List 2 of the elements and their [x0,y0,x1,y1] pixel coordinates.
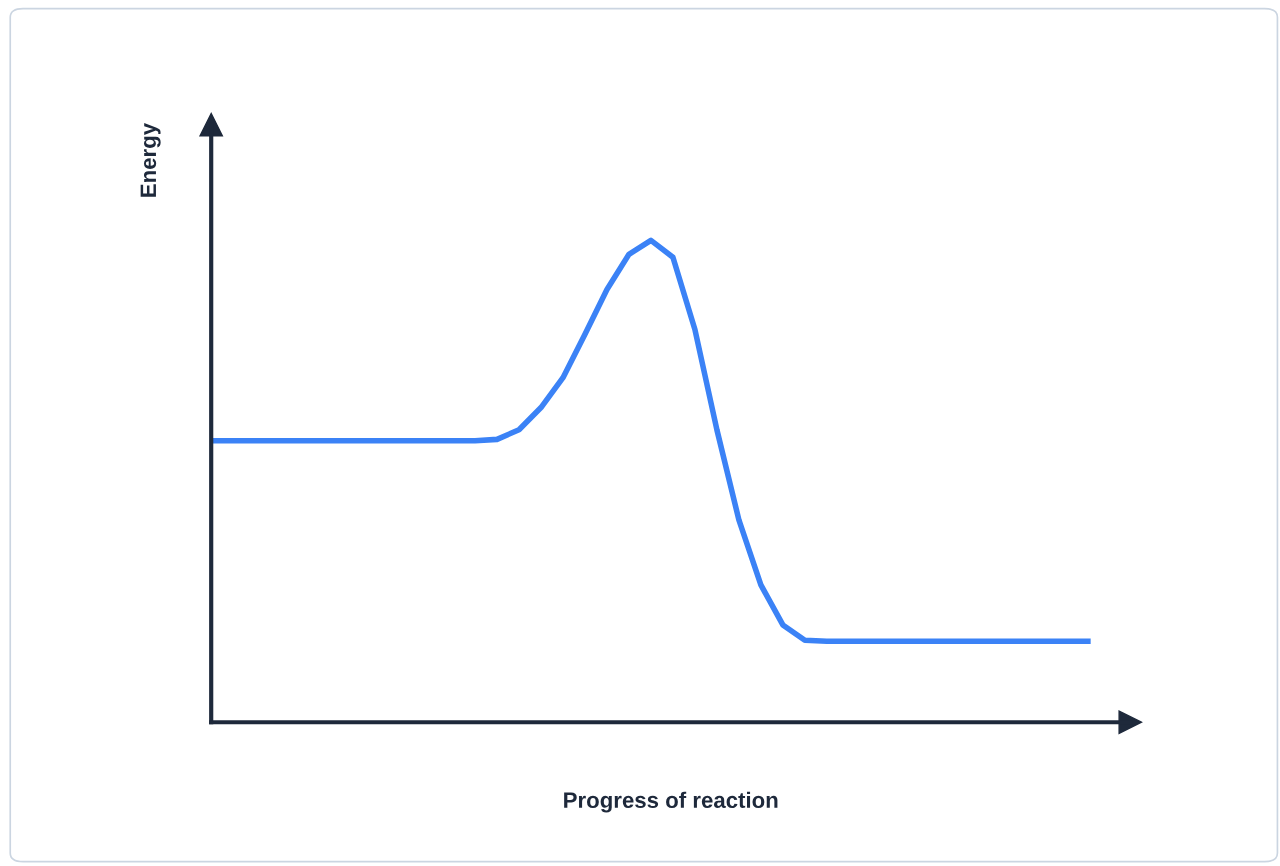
x-axis-title: Progress of reaction [564,791,778,813]
y-axis-title: Energy [140,123,161,197]
